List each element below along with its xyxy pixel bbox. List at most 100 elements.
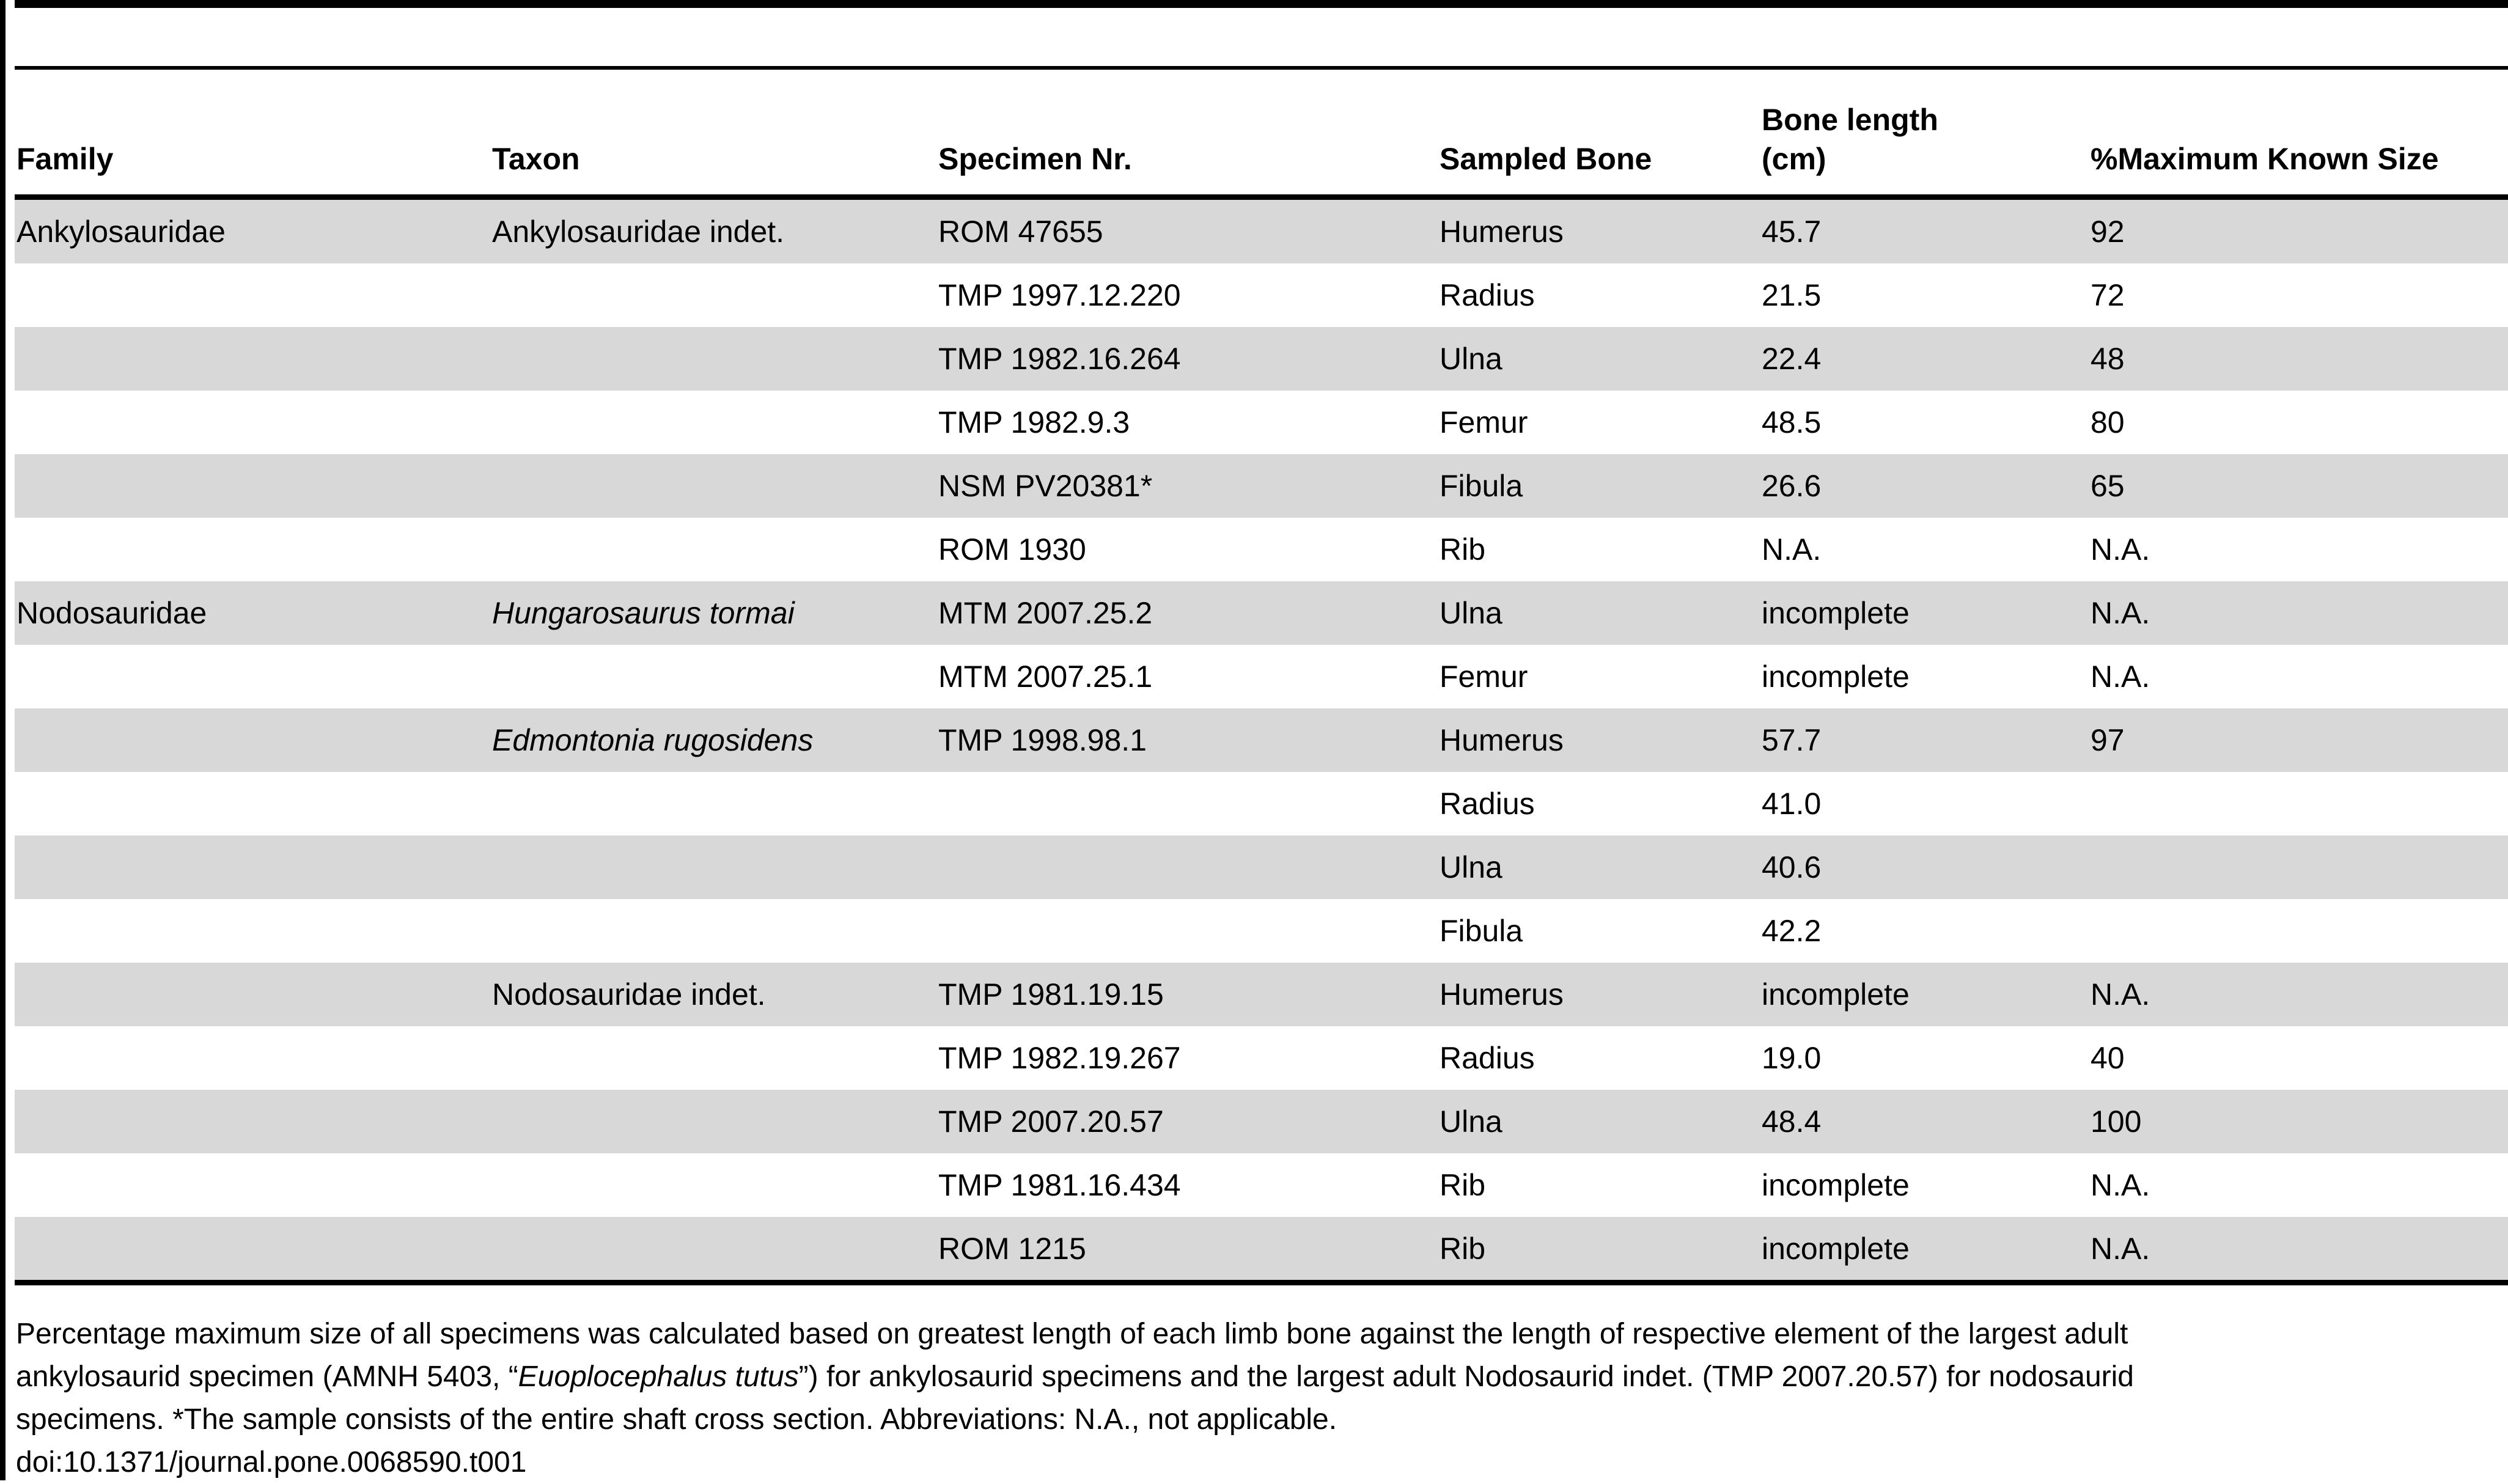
cell-specimen-nr: ROM 47655 <box>938 215 1103 249</box>
cell-bone-length: 57.7 <box>1762 723 1822 757</box>
cell-sampled-bone: Ulna <box>1440 850 1502 884</box>
cell-taxon: Nodosauridae indet. <box>492 977 766 1012</box>
table-row: Ulna 40.6 <box>15 836 2508 899</box>
cell-sampled-bone: Femur <box>1440 405 1528 439</box>
cell-sampled-bone: Ulna <box>1440 1104 1502 1139</box>
cell-bone-length: incomplete <box>1762 977 1910 1012</box>
cell-specimen-nr: MTM 2007.25.1 <box>938 659 1153 694</box>
cell-sampled-bone: Femur <box>1440 659 1528 694</box>
table-row: ROM 1215 Rib incomplete N.A. <box>15 1217 2508 1280</box>
column-header-taxon: Taxon <box>492 142 580 176</box>
table-row: Fibula 42.2 <box>15 899 2508 963</box>
cell-specimen-nr: ROM 1215 <box>938 1232 1086 1266</box>
cell-taxon: Ankylosauridae indet. <box>492 215 785 249</box>
cell-max-known-size: 72 <box>2091 278 2125 312</box>
table-header-row: Family Taxon Specimen Nr. Sampled Bone B… <box>15 70 2508 194</box>
table-row: Nodosauridae Hungarosaurus tormai MTM 2007… <box>15 581 2508 645</box>
cell-specimen-nr: ROM 1930 <box>938 532 1086 567</box>
cell-bone-length: 41.0 <box>1762 787 1822 821</box>
table-row: TMP 1981.16.434 Rib incomplete N.A. <box>15 1153 2508 1217</box>
cell-bone-length: 26.6 <box>1762 469 1822 503</box>
footnote-line-2: ankylosaurid specimen (AMNH 5403, “Euopl… <box>16 1356 2504 1398</box>
header-bottom-rule <box>15 194 2508 200</box>
cell-sampled-bone: Rib <box>1440 1168 1486 1202</box>
cell-bone-length: 48.4 <box>1762 1104 1822 1139</box>
column-header-bone-length: Bone length (cm) <box>1762 100 2091 194</box>
table-body: Ankylosauridae Ankylosauridae indet. ROM 4… <box>15 200 2508 1280</box>
cell-max-known-size: 100 <box>2091 1104 2142 1139</box>
cell-bone-length: incomplete <box>1762 1232 1910 1266</box>
cell-sampled-bone: Humerus <box>1440 723 1564 757</box>
footnote-line-1: Percentage maximum size of all specimens… <box>16 1318 2128 1350</box>
column-header-max-known-size: %Maximum Known Size <box>2091 142 2439 176</box>
table-row: TMP 1997.12.220 Radius 21.5 72 <box>15 263 2508 327</box>
cell-sampled-bone: Radius <box>1440 1041 1535 1075</box>
cell-bone-length: 19.0 <box>1762 1041 1822 1075</box>
cell-max-known-size: 80 <box>2091 405 2125 439</box>
table-row: Radius 41.0 <box>15 772 2508 836</box>
cell-bone-length: 21.5 <box>1762 278 1822 312</box>
cell-bone-length: incomplete <box>1762 1168 1910 1202</box>
header-top-rule <box>15 66 2508 70</box>
cell-max-known-size: 92 <box>2091 215 2125 249</box>
cell-bone-length: 22.4 <box>1762 342 1822 376</box>
cell-specimen-nr: TMP 2007.20.57 <box>938 1104 1164 1139</box>
cell-max-known-size: 97 <box>2091 723 2125 757</box>
cell-max-known-size: 40 <box>2091 1041 2125 1075</box>
table-row: TMP 1982.9.3 Femur 48.5 80 <box>15 391 2508 454</box>
cell-specimen-nr: NSM PV20381* <box>938 469 1153 503</box>
doi-line: doi:10.1371/journal.pone.0068590.t001 <box>16 1446 527 1478</box>
cell-sampled-bone: Ulna <box>1440 342 1502 376</box>
cell-bone-length: 42.2 <box>1762 914 1822 948</box>
cell-bone-length: incomplete <box>1762 659 1910 694</box>
footnote-line-2-post: ”) for ankylosaurid specimens and the la… <box>798 1361 2134 1393</box>
cell-family: Ankylosauridae <box>17 215 226 249</box>
column-header-family: Family <box>17 142 114 176</box>
cell-sampled-bone: Radius <box>1440 278 1535 312</box>
table-row: Nodosauridae indet. TMP 1981.19.15 Humerus… <box>15 963 2508 1026</box>
table-row: ROM 1930 Rib N.A. N.A. <box>15 518 2508 581</box>
top-border-line <box>15 0 2508 8</box>
cell-max-known-size: N.A. <box>2091 532 2150 567</box>
column-header-sampled-bone: Sampled Bone <box>1440 142 1652 176</box>
cell-sampled-bone: Fibula <box>1440 914 1523 948</box>
cell-specimen-nr: TMP 1982.9.3 <box>938 405 1130 439</box>
cell-specimen-nr: TMP 1997.12.220 <box>938 278 1181 312</box>
footnote-line-2-pre: ankylosaurid specimen (AMNH 5403, “ <box>16 1361 518 1393</box>
cell-max-known-size: N.A. <box>2091 1168 2150 1202</box>
cell-sampled-bone: Humerus <box>1440 215 1564 249</box>
column-header-specimen-nr: Specimen Nr. <box>938 142 1132 176</box>
cell-sampled-bone: Humerus <box>1440 977 1564 1012</box>
column-header-bone-length-line1: Bone length <box>1762 103 1938 137</box>
table-row: NSM PV20381* Fibula 26.6 65 <box>15 454 2508 518</box>
cell-bone-length: 45.7 <box>1762 215 1822 249</box>
table-row: MTM 2007.25.1 Femur incomplete N.A. <box>15 645 2508 708</box>
cell-specimen-nr: TMP 1982.16.264 <box>938 342 1181 376</box>
cell-max-known-size: N.A. <box>2091 977 2150 1012</box>
footnote-species-name: Euoplocephalus tutus <box>518 1361 799 1393</box>
column-header-bone-length-line2: (cm) <box>1762 142 1826 176</box>
footnote-line-3: specimens. *The sample consists of the e… <box>16 1403 1337 1436</box>
cell-max-known-size: 65 <box>2091 469 2125 503</box>
cell-sampled-bone: Rib <box>1440 532 1486 567</box>
cell-specimen-nr: TMP 1982.19.267 <box>938 1041 1181 1075</box>
cell-taxon: Hungarosaurus tormai <box>492 596 795 630</box>
cell-bone-length: 48.5 <box>1762 405 1822 439</box>
cell-max-known-size: N.A. <box>2091 1232 2150 1266</box>
cell-sampled-bone: Ulna <box>1440 596 1502 630</box>
table-row: Edmontonia rugosidens TMP 1998.98.1 Humeru… <box>15 708 2508 772</box>
table-footnote: Percentage maximum size of all specimens… <box>16 1301 2504 1484</box>
cell-bone-length: N.A. <box>1762 532 1822 567</box>
cell-taxon: Edmontonia rugosidens <box>492 723 814 757</box>
cell-family: Nodosauridae <box>17 596 207 630</box>
cell-sampled-bone: Fibula <box>1440 469 1523 503</box>
table-row: TMP 1982.19.267 Radius 19.0 40 <box>15 1026 2508 1090</box>
cell-sampled-bone: Rib <box>1440 1232 1486 1266</box>
cell-max-known-size: N.A. <box>2091 659 2150 694</box>
table-row: TMP 1982.16.264 Ulna 22.4 48 <box>15 327 2508 391</box>
cell-max-known-size: 48 <box>2091 342 2125 376</box>
cell-specimen-nr: MTM 2007.25.2 <box>938 596 1153 630</box>
cell-max-known-size: N.A. <box>2091 596 2150 630</box>
cell-bone-length: incomplete <box>1762 596 1910 630</box>
cell-specimen-nr: TMP 1998.98.1 <box>938 723 1147 757</box>
